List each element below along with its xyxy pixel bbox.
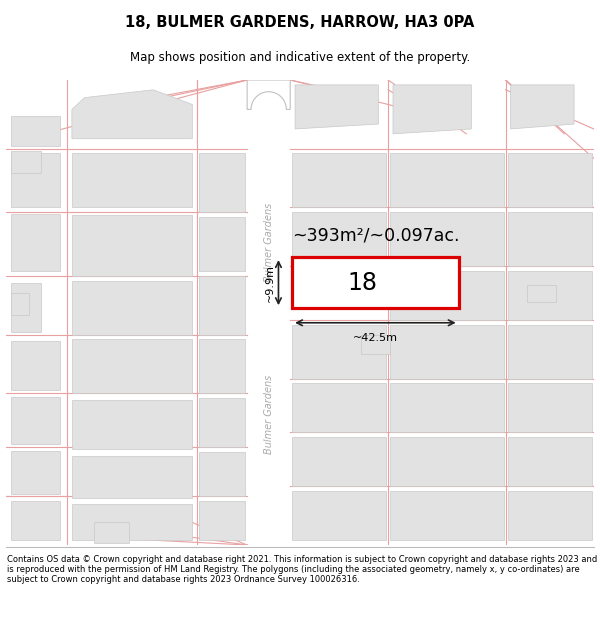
Bar: [292, 258, 458, 308]
Polygon shape: [295, 85, 379, 129]
Bar: [72, 215, 193, 276]
Bar: [11, 451, 60, 494]
Bar: [390, 491, 503, 540]
Bar: [424, 284, 458, 302]
Bar: [199, 398, 245, 447]
Bar: [390, 153, 503, 208]
Bar: [292, 438, 386, 486]
Bar: [508, 212, 592, 266]
Bar: [292, 153, 386, 208]
Polygon shape: [393, 85, 472, 134]
Bar: [11, 153, 60, 208]
Bar: [390, 212, 503, 266]
Bar: [199, 153, 245, 212]
Bar: [390, 325, 503, 379]
Text: Bulmer Gardens: Bulmer Gardens: [263, 203, 274, 282]
Text: ~393m²/~0.097ac.: ~393m²/~0.097ac.: [292, 227, 459, 244]
Text: 18: 18: [347, 271, 377, 294]
Bar: [11, 293, 29, 315]
Bar: [199, 217, 245, 271]
Bar: [292, 384, 386, 432]
Bar: [292, 212, 386, 266]
Bar: [72, 504, 193, 540]
Text: ~42.5m: ~42.5m: [353, 332, 398, 342]
Text: ~9.9m: ~9.9m: [265, 264, 275, 302]
Bar: [292, 325, 386, 379]
Text: Bulmer Gardens: Bulmer Gardens: [263, 375, 274, 454]
Polygon shape: [511, 85, 574, 129]
Text: Map shows position and indicative extent of the property.: Map shows position and indicative extent…: [130, 51, 470, 64]
Bar: [247, 80, 290, 545]
Bar: [72, 456, 193, 498]
Bar: [11, 397, 60, 444]
Bar: [508, 153, 592, 208]
Bar: [11, 501, 60, 540]
Bar: [390, 438, 503, 486]
Text: Contains OS data © Crown copyright and database right 2021. This information is : Contains OS data © Crown copyright and d…: [7, 554, 598, 584]
Bar: [527, 284, 556, 302]
Bar: [508, 325, 592, 379]
Polygon shape: [247, 80, 290, 109]
Bar: [199, 452, 245, 496]
Bar: [292, 491, 386, 540]
Bar: [508, 491, 592, 540]
Bar: [11, 341, 60, 391]
Polygon shape: [72, 90, 193, 139]
Bar: [11, 116, 60, 146]
Bar: [508, 438, 592, 486]
Bar: [508, 271, 592, 320]
Bar: [390, 271, 503, 320]
Bar: [361, 334, 390, 354]
Bar: [72, 400, 193, 449]
Bar: [199, 501, 245, 540]
Bar: [72, 281, 193, 334]
Bar: [199, 339, 245, 393]
Bar: [72, 153, 193, 208]
Bar: [199, 276, 245, 334]
Bar: [94, 521, 128, 543]
Bar: [11, 214, 60, 271]
Bar: [508, 384, 592, 432]
Bar: [11, 282, 41, 332]
Text: 18, BULMER GARDENS, HARROW, HA3 0PA: 18, BULMER GARDENS, HARROW, HA3 0PA: [125, 15, 475, 30]
Bar: [11, 151, 41, 173]
Bar: [72, 339, 193, 393]
Bar: [390, 384, 503, 432]
